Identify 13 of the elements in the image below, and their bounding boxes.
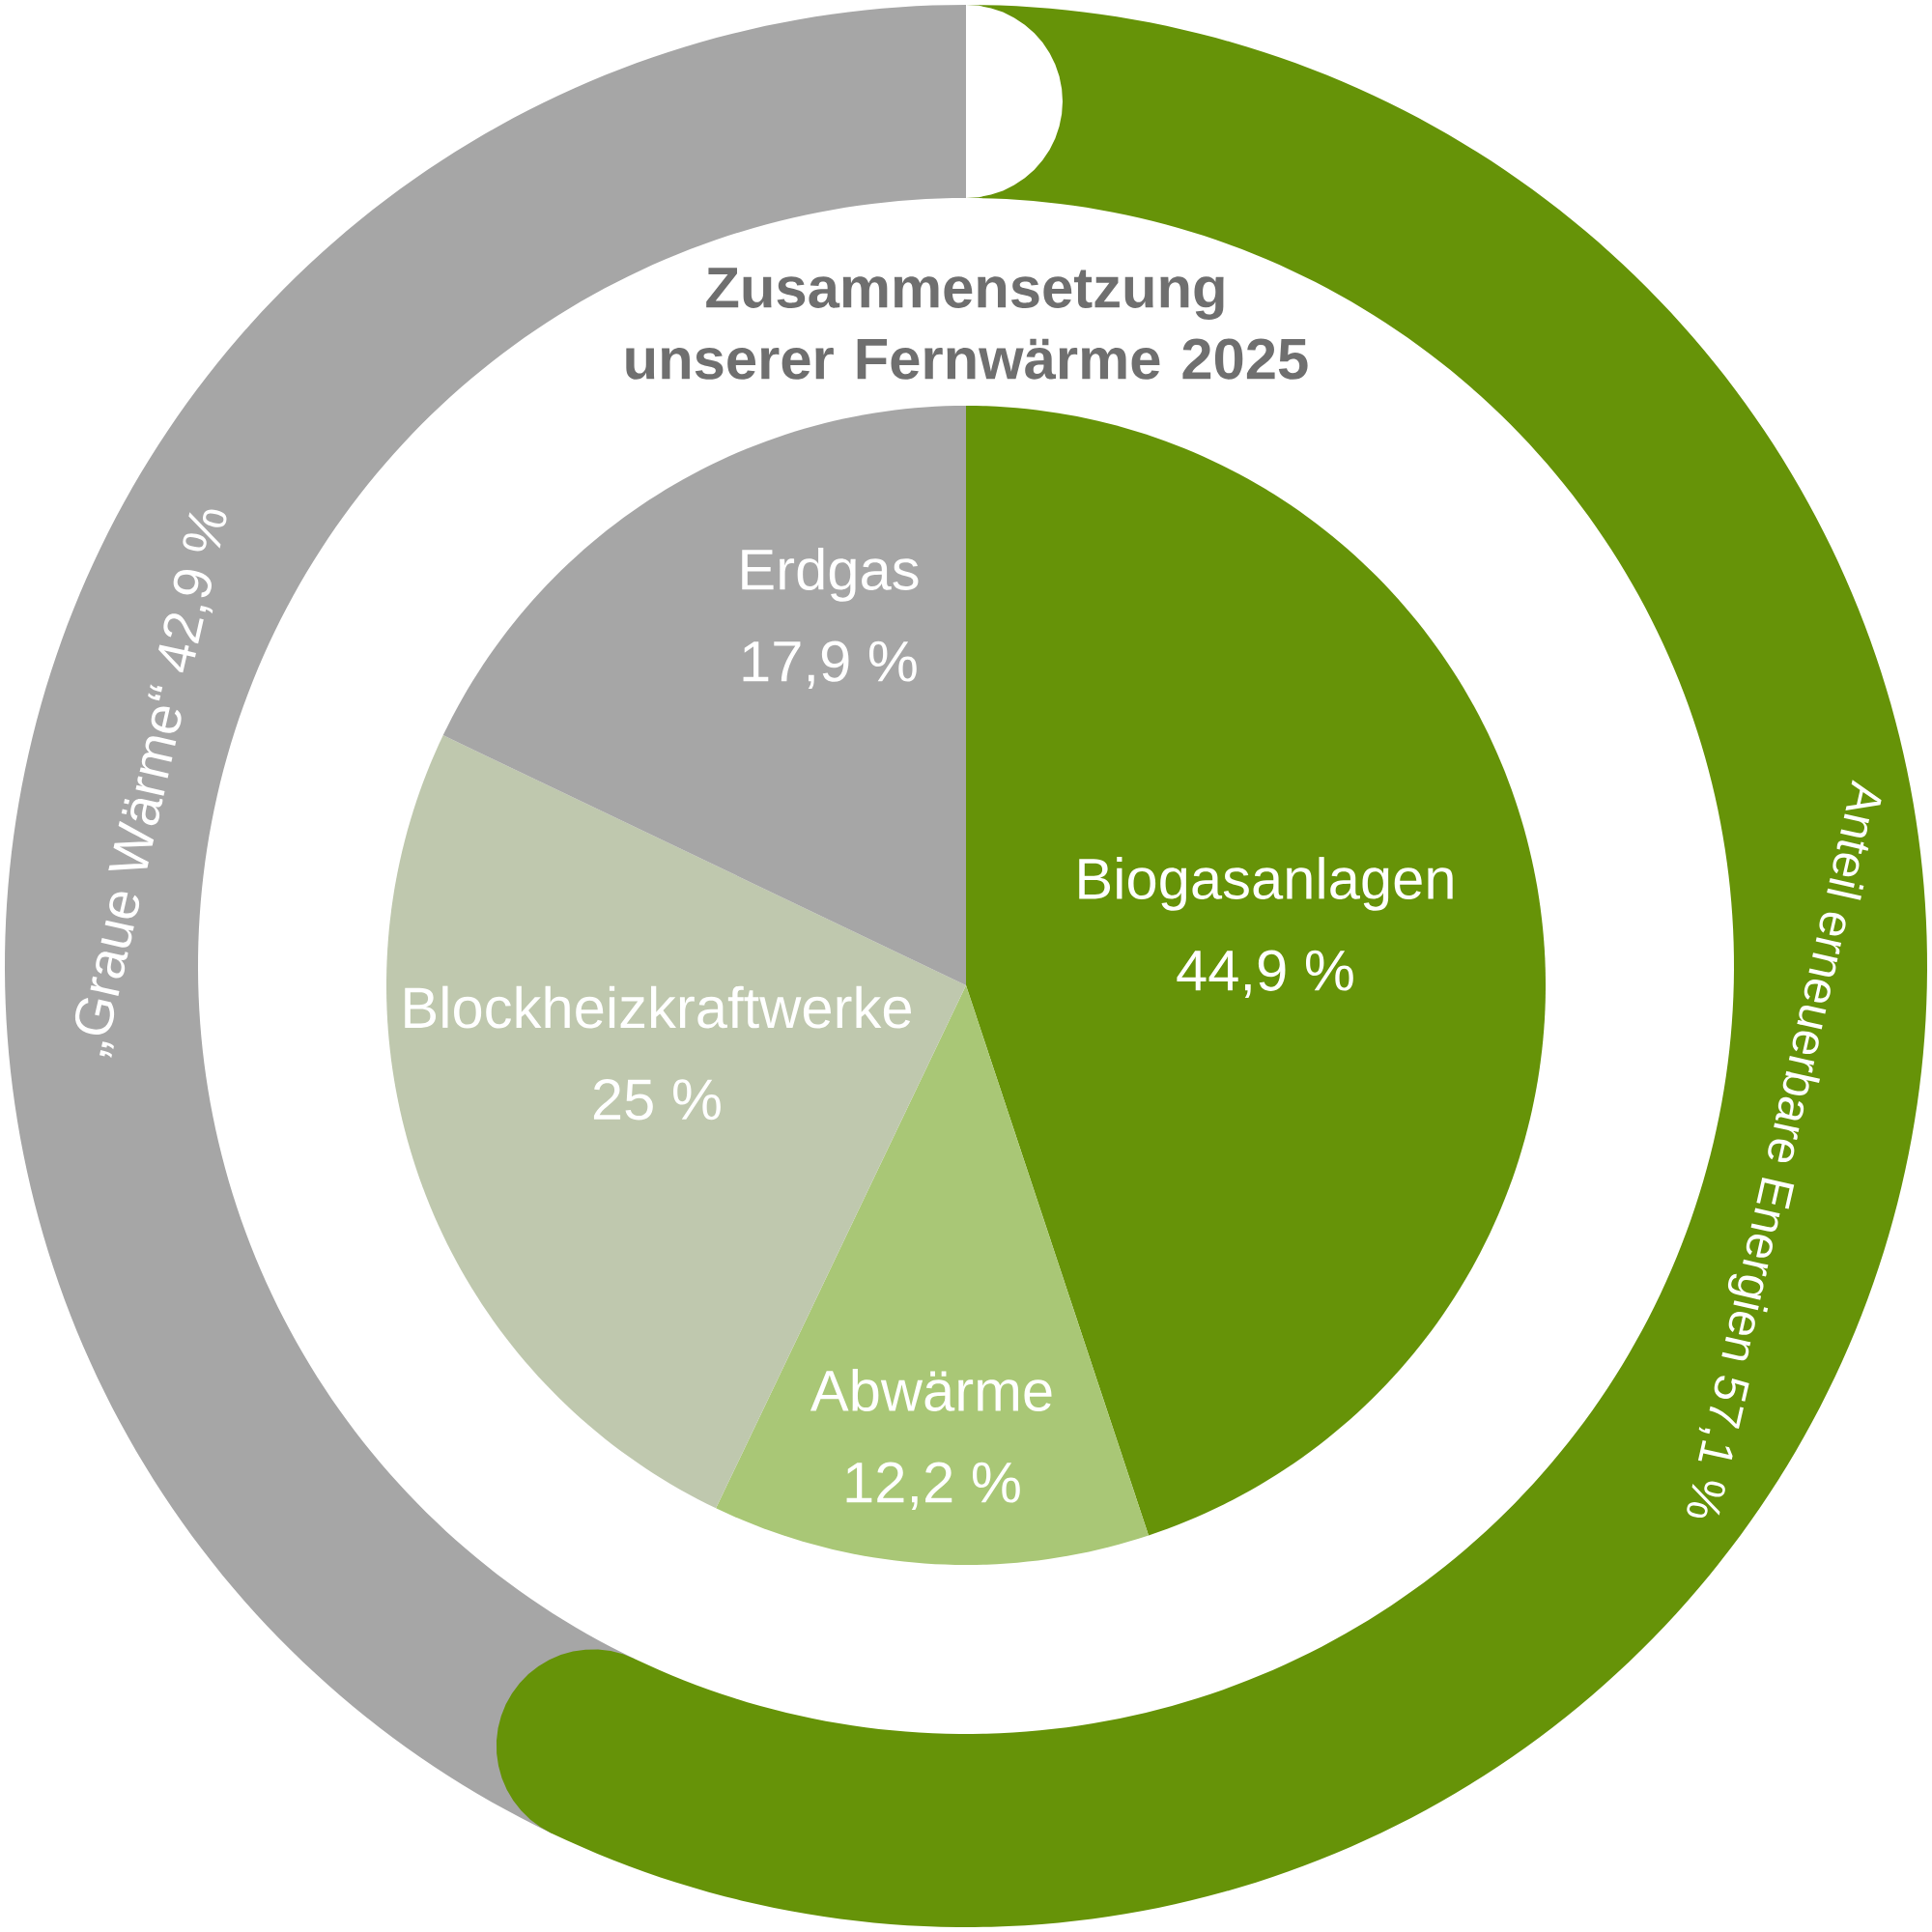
chart-title: Zusammensetzung unserer Fernwärme 2025	[626, 268, 1308, 380]
data-label: 12,2 %	[846, 1462, 1020, 1510]
slice-label: Anteil erneuerbare Energien	[1721, 780, 1882, 1361]
slice-label: Abwärme	[810, 1369, 1052, 1411]
data-label: 17,9 %	[743, 640, 917, 689]
slice-label: Erdgas	[742, 548, 919, 602]
slice-label: Biogasanlagen	[1079, 857, 1453, 911]
data-label: 42,9 %	[158, 509, 227, 673]
slice-label: Blockheizkraftwerke	[405, 985, 911, 1029]
data-label: 25 %	[593, 1079, 721, 1121]
data-label: 57,1 %	[1687, 1376, 1749, 1519]
slice-label: „Graue Wärme“	[74, 684, 182, 1059]
data-label: 44,9 %	[1177, 950, 1353, 998]
